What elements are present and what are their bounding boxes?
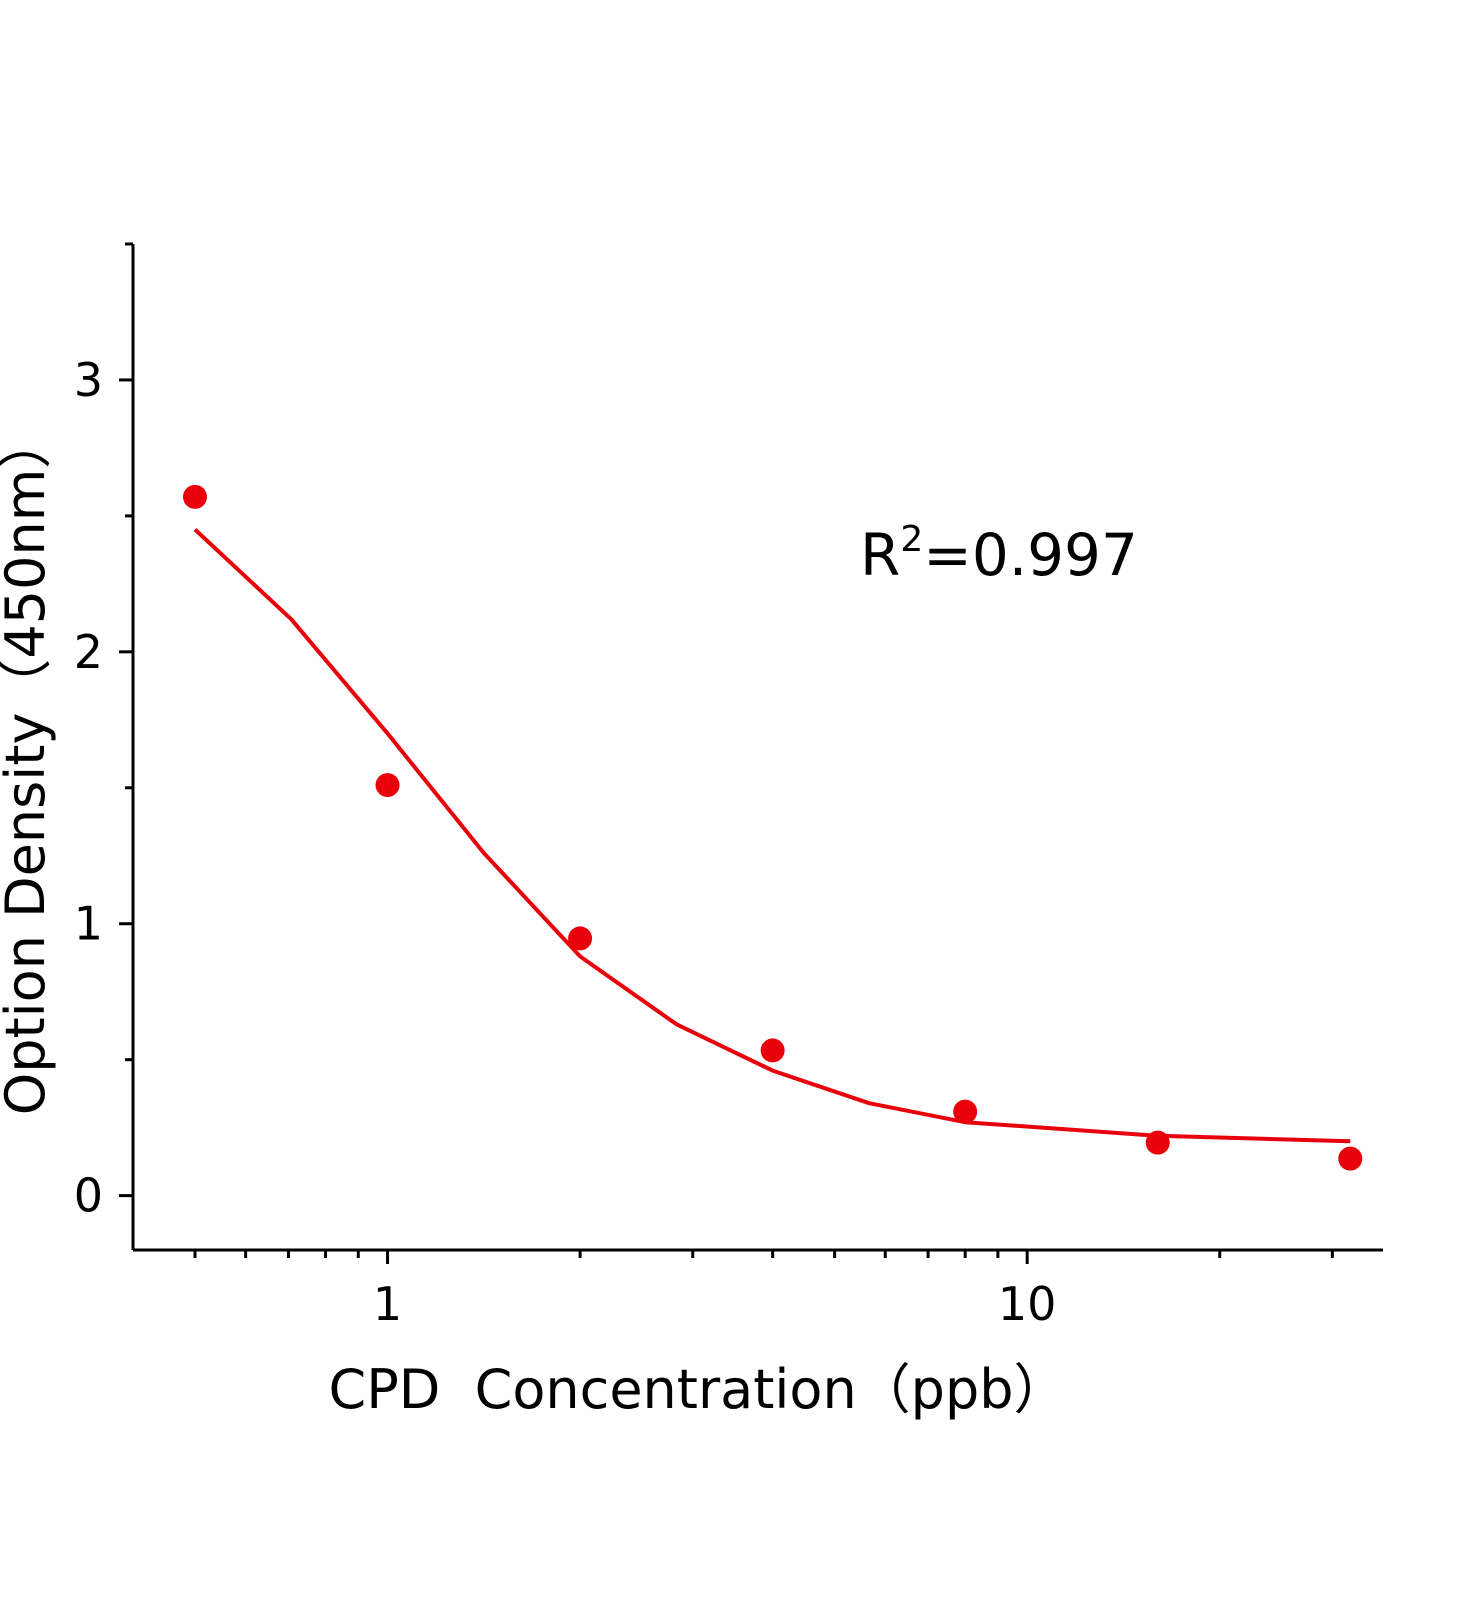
y-tick-label: 0 [74, 1169, 103, 1223]
x-tick-label: 10 [998, 1277, 1057, 1331]
annotation: R2=0.997 [860, 519, 1138, 589]
y-tick-label: 2 [74, 625, 103, 679]
y-tick-label: 3 [74, 353, 103, 407]
data-point [182, 484, 207, 509]
data-point [568, 926, 593, 951]
annotation-sup: 2 [900, 519, 923, 560]
data-point [1338, 1146, 1363, 1171]
data-point [953, 1099, 978, 1124]
data-point [760, 1038, 785, 1063]
data-point [375, 773, 400, 798]
annotation-rest: =0.997 [923, 521, 1138, 589]
x-tick-label: 1 [373, 1277, 402, 1331]
fit-curve [193, 528, 1351, 1144]
x-axis-label: CPD Concentration（ppb） [328, 1358, 1067, 1421]
y-tick-label: 1 [74, 897, 103, 951]
annotation-base: R [860, 521, 900, 589]
y-axis-label: Option Density（450nm） [0, 415, 57, 1116]
